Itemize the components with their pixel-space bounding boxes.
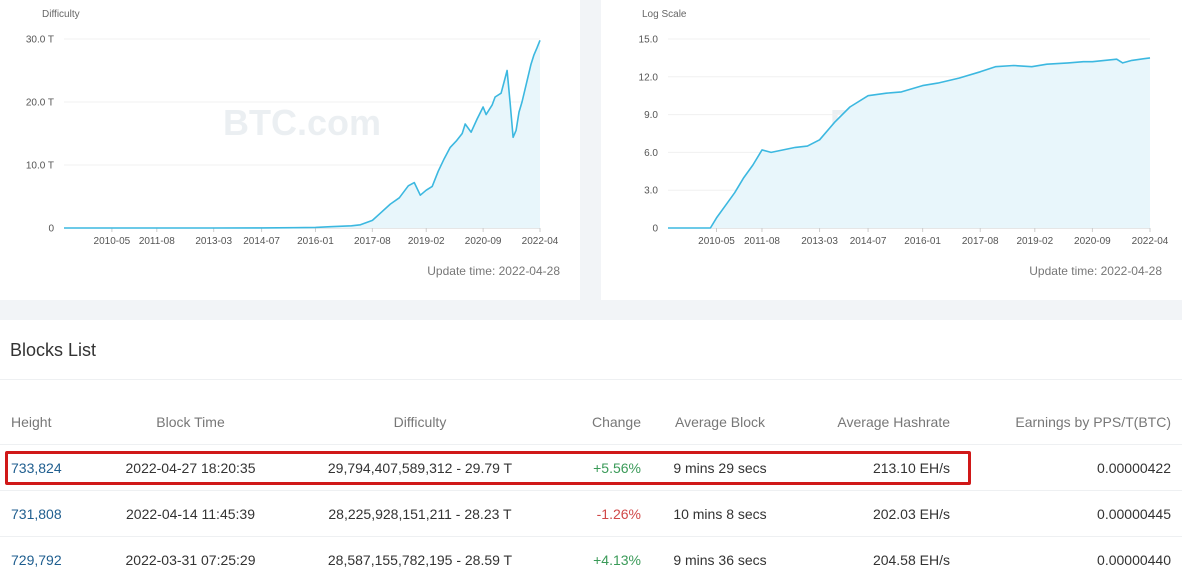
difficulty-series-line <box>64 40 541 229</box>
block-difficulty: 28,225,928,151,211 - 28.23 T <box>328 506 512 522</box>
logscale-series-area <box>668 57 1150 229</box>
difficulty-update-time: Update time: 2022-04-28 <box>427 264 560 278</box>
x-tick-label: 2017-08 <box>962 236 999 247</box>
table-row: 731,808 2022-04-14 11:45:39 28,225,928,1… <box>0 491 1182 537</box>
y-tick-label: 30.0 T <box>26 35 54 46</box>
y-tick-label: 10.0 T <box>26 161 54 172</box>
block-height-link[interactable]: 731,808 <box>11 506 62 522</box>
earnings-pps: 0.00000445 <box>1097 506 1171 522</box>
x-tick-label: 2014-07 <box>850 236 887 247</box>
block-height-link[interactable]: 733,824 <box>11 460 62 476</box>
logscale-chart-title: Log Scale <box>642 9 687 20</box>
earnings-pps: 0.00000440 <box>1097 552 1171 568</box>
earnings-pps: 0.00000422 <box>1097 460 1171 476</box>
y-tick-label: 0 <box>48 224 54 235</box>
average-hashrate: 202.03 EH/s <box>872 506 950 522</box>
average-block-time: 10 mins 8 secs <box>673 506 767 522</box>
difficulty-change: +4.13% <box>593 552 641 568</box>
logscale-chart[interactable]: Log ScaleBTC.com03.06.09.012.015.02010-0… <box>601 0 1182 260</box>
average-hashrate: 213.10 EH/s <box>872 460 950 476</box>
difficulty-chart-panel: Difficulty BTC.com 0 10.0 T 20.0 T 30.0 T 2010… <box>0 0 580 300</box>
table-row: 733,824 2022-04-27 18:20:35 29,794,407,5… <box>0 445 1182 491</box>
column-header-height[interactable]: Height <box>11 414 52 430</box>
divider <box>0 444 1182 445</box>
x-tick-label: 2014-07 <box>243 236 280 247</box>
table-row: 729,792 2022-03-31 07:25:29 28,587,155,7… <box>0 537 1182 572</box>
divider <box>0 490 1182 491</box>
y-tick-label: 12.0 <box>639 72 659 83</box>
difficulty-chart-title: Difficulty <box>42 9 80 20</box>
block-difficulty: 29,794,407,589,312 - 29.79 T <box>327 460 513 476</box>
x-tick-label: 2011-08 <box>744 236 780 247</box>
block-height-link[interactable]: 729,792 <box>11 552 62 568</box>
table-header-row: Height Block Time Difficulty Change Aver… <box>0 399 1182 445</box>
column-header-difficulty[interactable]: Difficulty <box>393 414 447 430</box>
x-tick-label: 2016-01 <box>297 236 334 247</box>
x-tick-label: 2020-09 <box>465 236 502 247</box>
column-header-earnings[interactable]: Earnings by PPS/T(BTC) <box>1015 414 1171 430</box>
divider <box>0 536 1182 537</box>
logscale-series-line <box>668 57 1151 229</box>
average-hashrate: 204.58 EH/s <box>872 552 950 568</box>
average-block-time: 9 mins 36 secs <box>673 552 767 568</box>
average-block-time: 9 mins 29 secs <box>673 460 767 476</box>
x-tick-label: 2022-04 <box>522 236 559 247</box>
block-time: 2022-04-14 11:45:39 <box>126 506 255 522</box>
y-tick-label: 6.0 <box>644 148 658 159</box>
x-tick-label: 2017-08 <box>354 236 391 247</box>
column-header-change[interactable]: Change <box>591 414 641 430</box>
x-tick-label: 2010-05 <box>698 236 735 247</box>
y-tick-label: 15.0 <box>639 35 659 46</box>
x-tick-label: 2013-03 <box>801 236 838 247</box>
y-tick-label: 3.0 <box>644 186 658 197</box>
x-tick-label: 2019-02 <box>1016 236 1053 247</box>
divider <box>0 379 1182 380</box>
logscale-chart-panel: Log ScaleBTC.com03.06.09.012.015.02010-0… <box>601 0 1182 300</box>
x-tick-label: 2022-04 <box>1132 236 1169 247</box>
difficulty-change: -1.26% <box>596 506 641 522</box>
x-tick-label: 2019-02 <box>408 236 445 247</box>
x-tick-label: 2020-09 <box>1074 236 1111 247</box>
y-tick-label: 9.0 <box>644 110 658 121</box>
column-header-block-time[interactable]: Block Time <box>156 414 225 430</box>
column-header-average-hashrate[interactable]: Average Hashrate <box>837 414 950 430</box>
block-time: 2022-04-27 18:20:35 <box>125 460 256 476</box>
x-tick-label: 2016-01 <box>904 236 941 247</box>
x-tick-label: 2011-08 <box>139 236 175 247</box>
difficulty-series-area <box>64 40 540 228</box>
y-tick-label: 0 <box>652 224 658 235</box>
watermark-logo: BTC.com <box>223 102 381 143</box>
logscale-update-time: Update time: 2022-04-28 <box>1029 264 1162 278</box>
difficulty-change: +5.56% <box>593 460 641 476</box>
block-difficulty: 28,587,155,782,195 - 28.59 T <box>327 552 513 568</box>
y-tick-label: 20.0 T <box>26 98 54 109</box>
x-tick-label: 2013-03 <box>195 236 232 247</box>
block-time: 2022-03-31 07:25:29 <box>125 552 256 568</box>
difficulty-chart[interactable]: Difficulty BTC.com 0 10.0 T 20.0 T 30.0 T 2010… <box>0 0 580 260</box>
blocks-list-section: Blocks List Height Block Time Difficulty… <box>0 320 1182 572</box>
column-header-average-block[interactable]: Average Block <box>674 414 765 430</box>
x-tick-label: 2010-05 <box>94 236 131 247</box>
blocks-list-title: Blocks List <box>10 340 97 360</box>
